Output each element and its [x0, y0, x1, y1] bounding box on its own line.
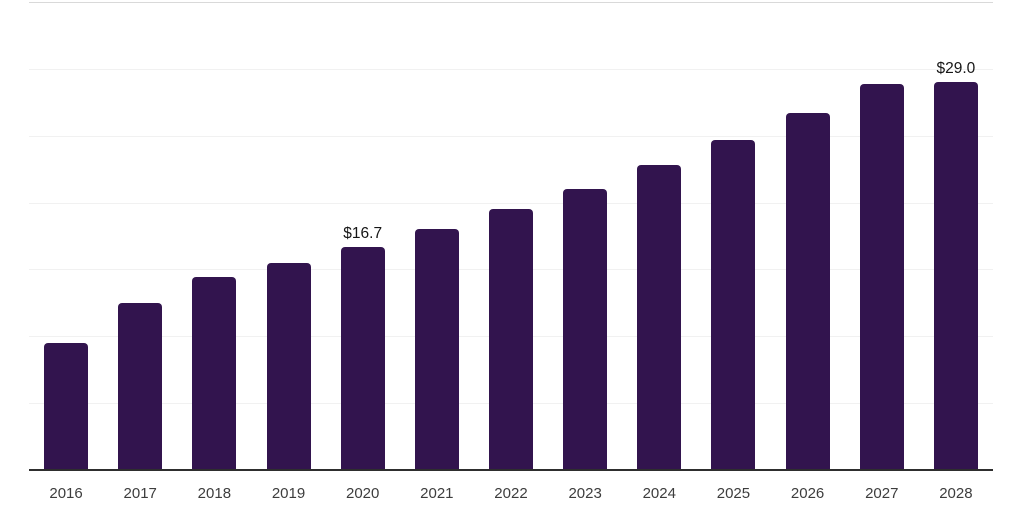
x-tick-label: 2016	[49, 485, 83, 502]
bar-2018	[192, 277, 237, 470]
x-tick-label: 2026	[790, 485, 825, 502]
bar-2027	[859, 83, 904, 470]
x-tick-label: 2021	[420, 485, 454, 502]
x-tick-label: 2025	[716, 485, 751, 502]
bar-2020	[340, 246, 385, 470]
bar-2022	[489, 209, 533, 470]
x-tick-label: 2018	[197, 485, 232, 502]
bar-2025	[711, 139, 756, 470]
bar-2024	[637, 165, 682, 470]
bar-2028	[933, 82, 978, 470]
x-tick-label: 2023	[568, 485, 602, 502]
value-label-2028: $29.0	[936, 60, 976, 78]
x-tick-label: 2022	[494, 485, 528, 502]
x-tick-label: 2027	[865, 485, 899, 502]
bar-2016	[44, 342, 89, 470]
x-tick-label: 2017	[123, 485, 157, 502]
bar-2019	[266, 262, 311, 470]
gridline	[29, 68, 993, 70]
value-label-2020: $16.7	[343, 224, 383, 242]
x-tick-label: 2019	[271, 485, 306, 502]
bar-2021	[414, 229, 459, 470]
gridline	[29, 135, 993, 137]
gridline	[29, 202, 993, 204]
x-tick-label: 2020	[345, 485, 380, 502]
x-tick-label: 2028	[939, 485, 973, 502]
x-axis-line	[29, 469, 993, 471]
bar-2023	[563, 189, 608, 470]
x-tick-label: 2024	[642, 485, 676, 502]
bar-2017	[118, 302, 163, 470]
top-gridline	[29, 2, 993, 3]
bar-2026	[785, 112, 830, 470]
